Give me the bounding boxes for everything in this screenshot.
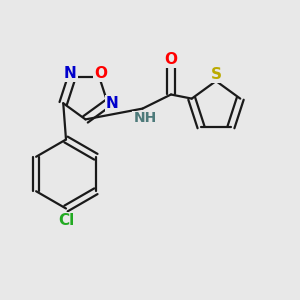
Text: NH: NH [133,112,157,125]
Text: S: S [211,67,221,82]
Text: N: N [106,96,118,111]
Text: O: O [94,66,107,81]
Text: Cl: Cl [58,213,74,228]
Text: N: N [64,66,76,81]
Text: O: O [164,52,178,67]
